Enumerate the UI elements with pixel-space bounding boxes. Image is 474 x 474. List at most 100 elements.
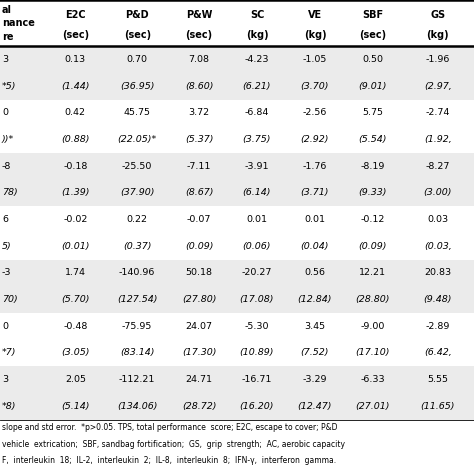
Text: -9.00: -9.00 bbox=[361, 322, 385, 331]
Text: *5): *5) bbox=[2, 82, 17, 91]
Bar bbox=[0, 366, 474, 393]
Text: (0.37): (0.37) bbox=[123, 242, 152, 251]
Text: SBF: SBF bbox=[362, 10, 383, 20]
Text: GS: GS bbox=[430, 10, 446, 20]
Bar bbox=[0, 206, 474, 233]
Text: -16.71: -16.71 bbox=[242, 375, 272, 384]
Text: (28.80): (28.80) bbox=[356, 295, 390, 304]
Text: *7): *7) bbox=[2, 348, 17, 357]
Text: (0.09): (0.09) bbox=[185, 242, 213, 251]
Text: 3.72: 3.72 bbox=[189, 109, 210, 118]
Text: 5.75: 5.75 bbox=[363, 109, 383, 118]
Text: (9.33): (9.33) bbox=[359, 188, 387, 197]
Text: -0.18: -0.18 bbox=[63, 162, 88, 171]
Text: -3: -3 bbox=[2, 268, 11, 277]
Text: -8.19: -8.19 bbox=[361, 162, 385, 171]
Text: (0.03,: (0.03, bbox=[424, 242, 452, 251]
Text: (sec): (sec) bbox=[185, 30, 213, 40]
Text: -4.23: -4.23 bbox=[245, 55, 269, 64]
Text: 24.71: 24.71 bbox=[186, 375, 212, 384]
Text: (0.06): (0.06) bbox=[243, 242, 271, 251]
Text: 0.42: 0.42 bbox=[65, 109, 86, 118]
Bar bbox=[0, 0, 474, 46]
Text: (kg): (kg) bbox=[304, 30, 326, 40]
Text: -0.07: -0.07 bbox=[187, 215, 211, 224]
Bar bbox=[0, 233, 474, 260]
Text: (0.88): (0.88) bbox=[61, 135, 90, 144]
Text: -75.95: -75.95 bbox=[122, 322, 152, 331]
Text: 0.56: 0.56 bbox=[304, 268, 326, 277]
Bar bbox=[0, 339, 474, 366]
Text: (5.70): (5.70) bbox=[61, 295, 90, 304]
Text: (1.39): (1.39) bbox=[61, 188, 90, 197]
Bar bbox=[0, 393, 474, 419]
Text: *8): *8) bbox=[2, 402, 17, 411]
Text: 0: 0 bbox=[2, 109, 8, 118]
Text: 5): 5) bbox=[2, 242, 12, 251]
Text: (28.72): (28.72) bbox=[182, 402, 216, 411]
Text: (8.67): (8.67) bbox=[185, 188, 213, 197]
Text: (10.89): (10.89) bbox=[240, 348, 274, 357]
Text: (0.09): (0.09) bbox=[359, 242, 387, 251]
Text: -7.11: -7.11 bbox=[187, 162, 211, 171]
Text: -8.27: -8.27 bbox=[426, 162, 450, 171]
Text: -25.50: -25.50 bbox=[122, 162, 152, 171]
Text: (22.05)*: (22.05)* bbox=[118, 135, 157, 144]
Text: (37.90): (37.90) bbox=[120, 188, 155, 197]
Text: (6.21): (6.21) bbox=[243, 82, 271, 91]
Text: -0.02: -0.02 bbox=[63, 215, 88, 224]
Text: 2.05: 2.05 bbox=[65, 375, 86, 384]
Text: (2.97,: (2.97, bbox=[424, 82, 452, 91]
Text: -3.91: -3.91 bbox=[245, 162, 269, 171]
Text: -2.74: -2.74 bbox=[426, 109, 450, 118]
Text: 3: 3 bbox=[2, 55, 8, 64]
Text: (11.65): (11.65) bbox=[420, 402, 455, 411]
Bar bbox=[0, 73, 474, 100]
Text: ))*: ))* bbox=[2, 135, 14, 144]
Text: nance: nance bbox=[2, 18, 35, 28]
Text: 20.83: 20.83 bbox=[424, 268, 452, 277]
Text: SC: SC bbox=[250, 10, 264, 20]
Text: 3.45: 3.45 bbox=[304, 322, 326, 331]
Text: (3.05): (3.05) bbox=[61, 348, 90, 357]
Text: -6.84: -6.84 bbox=[245, 109, 269, 118]
Text: (36.95): (36.95) bbox=[120, 82, 155, 91]
Text: (kg): (kg) bbox=[246, 30, 268, 40]
Text: al: al bbox=[2, 5, 12, 15]
Text: 0.22: 0.22 bbox=[127, 215, 148, 224]
Bar bbox=[0, 286, 474, 313]
Text: (0.04): (0.04) bbox=[301, 242, 329, 251]
Text: -6.33: -6.33 bbox=[361, 375, 385, 384]
Text: (6.42,: (6.42, bbox=[424, 348, 452, 357]
Text: (17.30): (17.30) bbox=[182, 348, 216, 357]
Text: -140.96: -140.96 bbox=[119, 268, 155, 277]
Bar bbox=[0, 180, 474, 206]
Text: (3.75): (3.75) bbox=[243, 135, 271, 144]
Text: -8: -8 bbox=[2, 162, 11, 171]
Text: (5.14): (5.14) bbox=[61, 402, 90, 411]
Text: (sec): (sec) bbox=[359, 30, 386, 40]
Text: -3.29: -3.29 bbox=[303, 375, 327, 384]
Text: (27.80): (27.80) bbox=[182, 295, 216, 304]
Bar bbox=[0, 126, 474, 153]
Text: P&D: P&D bbox=[126, 10, 149, 20]
Text: F,  interleukin  18;  IL-2,  interleukin  2;  IL-8,  interleukin  8;  IFN-γ,  in: F, interleukin 18; IL-2, interleukin 2; … bbox=[2, 456, 336, 465]
Text: P&W: P&W bbox=[186, 10, 212, 20]
Text: (5.37): (5.37) bbox=[185, 135, 213, 144]
Text: E2C: E2C bbox=[65, 10, 86, 20]
Text: (1.44): (1.44) bbox=[61, 82, 90, 91]
Text: VE: VE bbox=[308, 10, 322, 20]
Text: 0.70: 0.70 bbox=[127, 55, 148, 64]
Text: 24.07: 24.07 bbox=[186, 322, 212, 331]
Text: -2.56: -2.56 bbox=[303, 109, 327, 118]
Text: (12.84): (12.84) bbox=[298, 295, 332, 304]
Text: (3.70): (3.70) bbox=[301, 82, 329, 91]
Text: 0.03: 0.03 bbox=[428, 215, 448, 224]
Text: (17.10): (17.10) bbox=[356, 348, 390, 357]
Text: 0.01: 0.01 bbox=[304, 215, 326, 224]
Text: -0.48: -0.48 bbox=[63, 322, 88, 331]
Text: (1.92,: (1.92, bbox=[424, 135, 452, 144]
Text: vehicle  extrication;  SBF, sandbag fortification;  GS,  grip  strength;  AC, ae: vehicle extrication; SBF, sandbag fortif… bbox=[2, 440, 345, 449]
Bar bbox=[0, 260, 474, 286]
Text: 45.75: 45.75 bbox=[124, 109, 151, 118]
